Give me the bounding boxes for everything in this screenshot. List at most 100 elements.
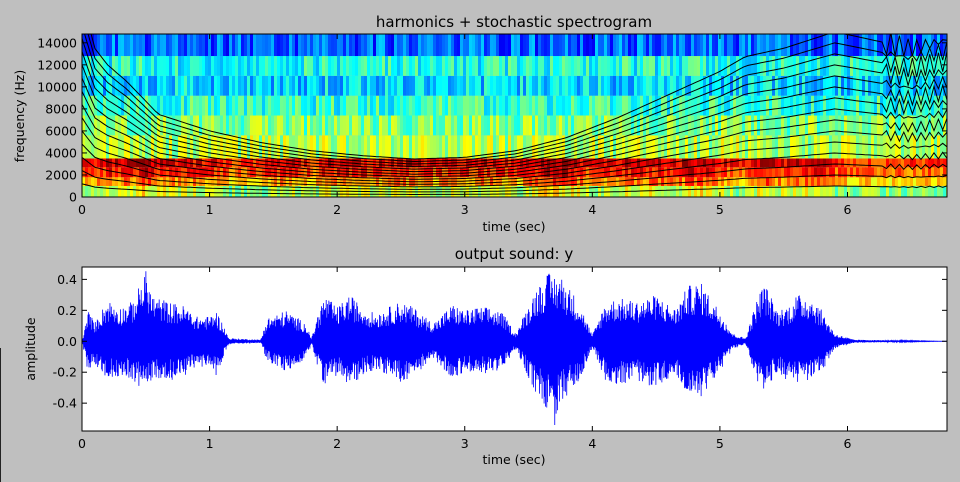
spectrogram-cell — [724, 177, 728, 186]
spectrogram-cell — [892, 115, 896, 136]
spectrogram-cell — [115, 115, 119, 136]
spectrogram-cell — [550, 167, 554, 178]
spectrogram-cell — [913, 34, 917, 57]
spectrogram-cell — [787, 34, 791, 57]
spectrogram-cell — [805, 56, 809, 76]
spectrogram-cell — [298, 75, 302, 96]
spectrogram-cell — [883, 34, 887, 57]
spectrogram-cell — [679, 167, 683, 178]
spectrogram-cell — [247, 56, 251, 76]
spectrogram-cell — [910, 34, 914, 57]
spectrogram-cell — [598, 95, 602, 116]
spectrogram-cell — [118, 158, 122, 168]
spectrogram-cell — [139, 75, 143, 96]
spectrogram-cell — [703, 34, 707, 57]
spectrogram-cell — [541, 115, 545, 136]
spectrogram-cell — [568, 34, 572, 57]
x-tick-label: 0 — [78, 202, 86, 217]
spectrogram-cell — [625, 56, 629, 76]
spectrogram-cell — [532, 75, 536, 96]
spectrogram-cell — [676, 115, 680, 136]
spectrogram-cell — [484, 56, 488, 76]
spectrogram-cell — [541, 177, 545, 186]
spectrogram-cell — [814, 34, 818, 57]
spectrogram-cell — [157, 56, 161, 76]
spectrogram-cell — [577, 185, 581, 197]
spectrogram-cell — [622, 95, 626, 116]
spectrogram-cell — [748, 34, 752, 57]
spectrogram-cell — [547, 75, 551, 96]
spectrogram-cell — [787, 177, 791, 186]
spectrogram-cell — [778, 115, 782, 136]
spectrogram-cell — [877, 167, 881, 178]
spectrogram-cell — [163, 34, 167, 57]
spectrogram-cell — [724, 115, 728, 136]
spectrogram-cell — [148, 158, 152, 168]
spectrogram-cell — [346, 167, 350, 178]
spectrogram-cell — [715, 185, 719, 197]
spectrogram-cell — [88, 135, 92, 159]
spectrogram-cell — [769, 95, 773, 116]
spectrogram-cell — [745, 75, 749, 96]
spectrogram-cell — [628, 167, 632, 178]
spectrogram-cell — [139, 185, 143, 197]
spectrogram-cell — [907, 95, 911, 116]
spectrogram-cell — [382, 34, 386, 57]
spectrogram-cell — [661, 56, 665, 76]
spectrogram-cell — [199, 167, 203, 178]
spectrogram-cell — [94, 158, 98, 168]
spectrogram-cell — [478, 95, 482, 116]
spectrogram-cell — [235, 115, 239, 136]
spectrogram-cell — [571, 135, 575, 159]
spectrogram-cell — [124, 95, 128, 116]
spectrogram-cell — [766, 185, 770, 197]
spectrogram-cell — [553, 135, 557, 159]
spectrogram-cell — [115, 177, 119, 186]
spectrogram-cell — [427, 56, 431, 76]
spectrogram-cell — [604, 34, 608, 57]
spectrogram-cell — [472, 135, 476, 159]
spectrogram-cell — [940, 177, 944, 186]
spectrogram-cell — [694, 158, 698, 168]
spectrogram-cell — [709, 95, 713, 116]
spectrogram-cell — [898, 185, 902, 197]
spectrogram-cell — [904, 177, 908, 186]
spectrogram-cell — [202, 95, 206, 116]
spectrogram-cell — [727, 185, 731, 197]
spectrogram-cell — [109, 34, 113, 57]
spectrogram-cell — [838, 177, 842, 186]
spectrogram-cell — [292, 135, 296, 159]
spectrogram-cell — [640, 56, 644, 76]
spectrogram-cell — [289, 95, 293, 116]
spectrogram-cell — [139, 95, 143, 116]
spectrogram-cell — [274, 75, 278, 96]
spectrogram-cell — [187, 185, 191, 197]
spectrogram-cell — [421, 56, 425, 76]
spectrogram-cell — [97, 135, 101, 159]
spectrogram-cell — [409, 135, 413, 159]
spectrogram-cell — [307, 115, 311, 136]
spectrogram-cell — [436, 75, 440, 96]
spectrogram-cell — [322, 34, 326, 57]
spectrogram-cell — [391, 34, 395, 57]
spectrogram-cell — [823, 75, 827, 96]
spectrogram-cell — [214, 95, 218, 116]
spectrogram-cell — [118, 135, 122, 159]
spectrogram-cell — [721, 56, 725, 76]
spectrogram-y-label: frequency (Hz) — [12, 70, 27, 162]
spectrogram-cell — [427, 75, 431, 96]
spectrogram-cell — [661, 185, 665, 197]
spectrogram-cell — [376, 167, 380, 178]
spectrogram-cell — [754, 135, 758, 159]
spectrogram-cell — [772, 185, 776, 197]
spectrogram-cell — [673, 185, 677, 197]
spectrogram-cell — [889, 34, 893, 57]
spectrogram-cell — [265, 158, 269, 168]
spectrogram-cell — [817, 177, 821, 186]
spectrogram-cell — [187, 34, 191, 57]
spectrogram-cell — [208, 158, 212, 168]
spectrogram-cell — [925, 115, 929, 136]
spectrogram-title: harmonics + stochastic spectrogram — [376, 13, 652, 31]
spectrogram-cell — [94, 56, 98, 76]
spectrogram-cell — [472, 158, 476, 168]
